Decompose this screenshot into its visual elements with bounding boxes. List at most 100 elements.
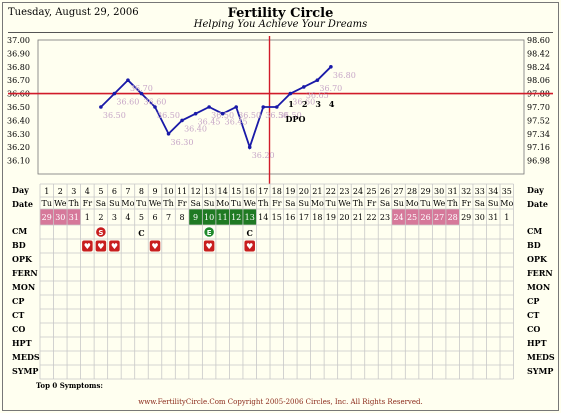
date-cell-bg	[215, 209, 230, 225]
weekday-label: Su	[393, 199, 404, 208]
y-tick-label: 36.80	[7, 63, 30, 72]
y-tick-label: 36.40	[7, 116, 30, 125]
date-label: 5	[139, 213, 144, 222]
temperature-point-label: 36.80	[333, 71, 356, 80]
weekday-label: Sa	[190, 199, 200, 208]
weekday-label: Mo	[121, 199, 134, 208]
row-label-right-day: Day	[527, 185, 544, 195]
bd-icon-glyph: ♥	[151, 242, 158, 251]
row-label-cm: CM	[12, 226, 27, 236]
y2-tick-label: 98.60	[527, 36, 550, 45]
temperature-point	[99, 105, 103, 109]
date-label: 16	[285, 213, 295, 222]
day-number: 11	[177, 187, 187, 196]
weekday-label: Tu	[420, 199, 431, 208]
date-label: 7	[166, 213, 171, 222]
date-cell-bg	[445, 209, 460, 225]
weekday-label: Su	[204, 199, 215, 208]
date-label: 21	[353, 213, 363, 222]
day-number: 27	[393, 187, 403, 196]
day-number: 19	[285, 187, 295, 196]
date-cell-bg	[405, 209, 419, 225]
y2-tick-label: 97.16	[527, 143, 550, 152]
cm-marker-c: C	[138, 228, 144, 238]
row-label-cp: CP	[12, 296, 24, 306]
weekday-label: Sa	[380, 199, 390, 208]
row-label-right-cm: CM	[527, 226, 542, 236]
chart-title: Fertility Circle	[227, 6, 334, 21]
weekday-label: Fr	[177, 199, 187, 208]
day-number: 28	[407, 187, 417, 196]
y-tick-label: 36.50	[7, 103, 30, 112]
date-label: 2	[98, 213, 103, 222]
y-tick-label: 36.30	[7, 130, 30, 139]
date-label: 1	[85, 213, 90, 222]
date-label: 4	[125, 213, 130, 222]
row-label-ct: CT	[12, 310, 24, 320]
temperature-point-label: 36.50	[103, 111, 126, 120]
temperature-point-label: 36.50	[238, 111, 261, 120]
day-number: 35	[502, 187, 512, 196]
temperature-point	[166, 132, 171, 136]
weekday-label: We	[54, 199, 67, 208]
date-label: 1	[504, 213, 509, 222]
date-label: 23	[380, 213, 390, 222]
temperature-point	[139, 91, 144, 96]
temperature-point	[153, 105, 157, 109]
temperature-point	[234, 105, 238, 109]
temperature-point-label: 36.50	[211, 111, 234, 120]
temperature-point	[329, 65, 333, 69]
day-number: 25	[366, 187, 376, 196]
day-number: 13	[204, 187, 214, 196]
bd-icon	[149, 240, 161, 252]
date-label: 29	[461, 213, 471, 222]
day-number: 31	[448, 187, 458, 196]
row-label-bd: BD	[12, 240, 26, 250]
dpo-number: 4	[329, 99, 335, 109]
weekday-label: We	[149, 199, 162, 208]
bd-icon	[244, 240, 255, 252]
weekday-label: Su	[488, 199, 499, 208]
day-number: 29	[421, 187, 431, 196]
date-cell-bg	[418, 209, 433, 225]
temperature-point-label: 36.20	[252, 151, 275, 160]
temperature-point	[207, 105, 211, 109]
weekday-label: Th	[258, 199, 269, 208]
weekday-label: Mo	[500, 199, 513, 208]
date-label: 17	[299, 213, 309, 222]
day-number: 18	[272, 187, 282, 196]
row-label-opk: OPK	[12, 254, 33, 264]
date-cell-bg	[67, 209, 81, 225]
bd-icon-glyph: ♥	[246, 242, 253, 251]
y2-tick-label: 97.70	[527, 103, 550, 112]
weekday-label: We	[433, 199, 446, 208]
temperature-point-label: 36.60	[292, 98, 315, 107]
cm-marker-letter: S	[98, 229, 103, 237]
temperature-point	[220, 111, 225, 116]
y2-tick-label: 97.52	[527, 116, 550, 125]
day-number: 10	[163, 187, 173, 196]
date-label: 8	[180, 213, 185, 222]
day-number: 5	[98, 187, 103, 196]
y2-tick-label: 96.98	[527, 157, 550, 166]
dpo-number: 2	[302, 99, 308, 109]
date-label: 14	[258, 213, 268, 222]
temperature-point	[288, 91, 293, 96]
date-label: 30	[55, 213, 65, 222]
temperature-point	[302, 85, 306, 89]
copyright-footer: www.FertilityCircle.Com Copyright 2005-2…	[138, 398, 423, 406]
cm-marker-letter: E	[207, 229, 212, 237]
weekday-label: Mo	[311, 199, 324, 208]
row-label-right-date: Date	[527, 199, 548, 209]
bd-icon-glyph: ♥	[111, 242, 118, 251]
day-number: 24	[353, 187, 363, 196]
date-cell-bg	[242, 209, 257, 225]
y-tick-label: 37.00	[7, 36, 30, 45]
weekday-label: Th	[447, 199, 458, 208]
y-tick-label: 36.70	[7, 76, 30, 85]
plot-area	[37, 39, 525, 175]
date-cell-bg	[188, 209, 203, 225]
temperature-point	[180, 118, 184, 123]
row-label-right-opk: OPK	[527, 254, 548, 264]
